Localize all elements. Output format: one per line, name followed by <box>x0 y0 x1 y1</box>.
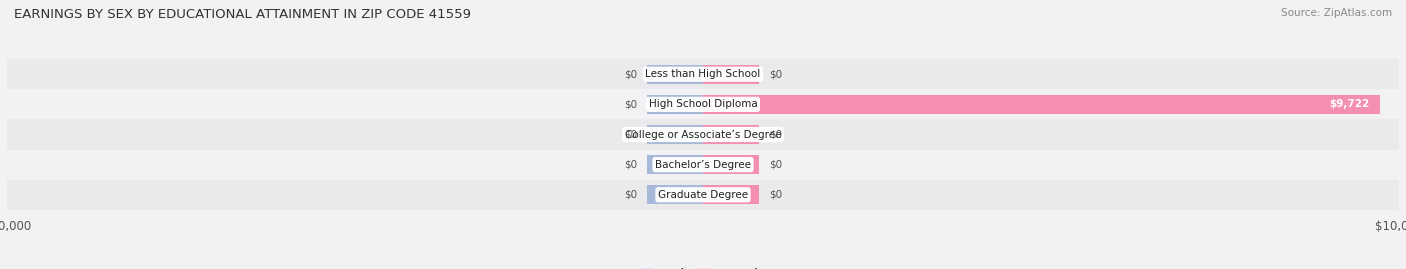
Text: Source: ZipAtlas.com: Source: ZipAtlas.com <box>1281 8 1392 18</box>
Bar <box>647 95 703 114</box>
Text: $0: $0 <box>769 160 782 170</box>
Text: EARNINGS BY SEX BY EDUCATIONAL ATTAINMENT IN ZIP CODE 41559: EARNINGS BY SEX BY EDUCATIONAL ATTAINMEN… <box>14 8 471 21</box>
Bar <box>703 155 759 174</box>
Text: Graduate Degree: Graduate Degree <box>658 190 748 200</box>
Text: Bachelor’s Degree: Bachelor’s Degree <box>655 160 751 170</box>
Text: $0: $0 <box>769 190 782 200</box>
Text: $0: $0 <box>624 99 637 109</box>
Text: $0: $0 <box>769 69 782 79</box>
Bar <box>7 119 1399 150</box>
Bar <box>7 89 1399 119</box>
Text: $0: $0 <box>624 69 637 79</box>
Text: $9,722: $9,722 <box>1329 99 1369 109</box>
Bar <box>703 65 759 84</box>
Bar <box>7 59 1399 89</box>
Text: Less than High School: Less than High School <box>645 69 761 79</box>
Text: High School Diploma: High School Diploma <box>648 99 758 109</box>
Bar <box>647 125 703 144</box>
Bar <box>703 95 1379 114</box>
Bar <box>7 150 1399 180</box>
Legend: Male, Female: Male, Female <box>636 263 770 269</box>
Text: $0: $0 <box>624 190 637 200</box>
Bar <box>647 155 703 174</box>
Bar <box>7 180 1399 210</box>
Bar <box>647 185 703 204</box>
Text: $0: $0 <box>624 129 637 140</box>
Text: College or Associate’s Degree: College or Associate’s Degree <box>624 129 782 140</box>
Text: $0: $0 <box>624 160 637 170</box>
Bar <box>703 125 759 144</box>
Bar <box>647 65 703 84</box>
Bar <box>703 185 759 204</box>
Text: $0: $0 <box>769 129 782 140</box>
